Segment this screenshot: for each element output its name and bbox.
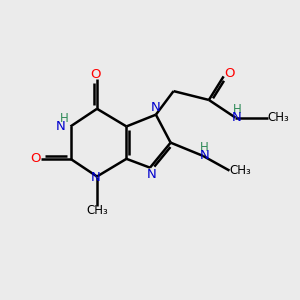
Text: O: O (224, 67, 235, 80)
Text: H: H (60, 112, 69, 125)
Text: O: O (90, 68, 101, 80)
Text: N: N (147, 168, 156, 181)
Text: CH₃: CH₃ (86, 204, 108, 217)
Text: N: N (200, 149, 209, 162)
Text: CH₃: CH₃ (229, 164, 251, 177)
Text: N: N (151, 101, 161, 114)
Text: N: N (232, 111, 242, 124)
Text: N: N (55, 120, 65, 133)
Text: H: H (232, 103, 241, 116)
Text: CH₃: CH₃ (267, 111, 289, 124)
Text: H: H (200, 141, 209, 154)
Text: O: O (31, 152, 41, 165)
Text: N: N (91, 172, 100, 184)
